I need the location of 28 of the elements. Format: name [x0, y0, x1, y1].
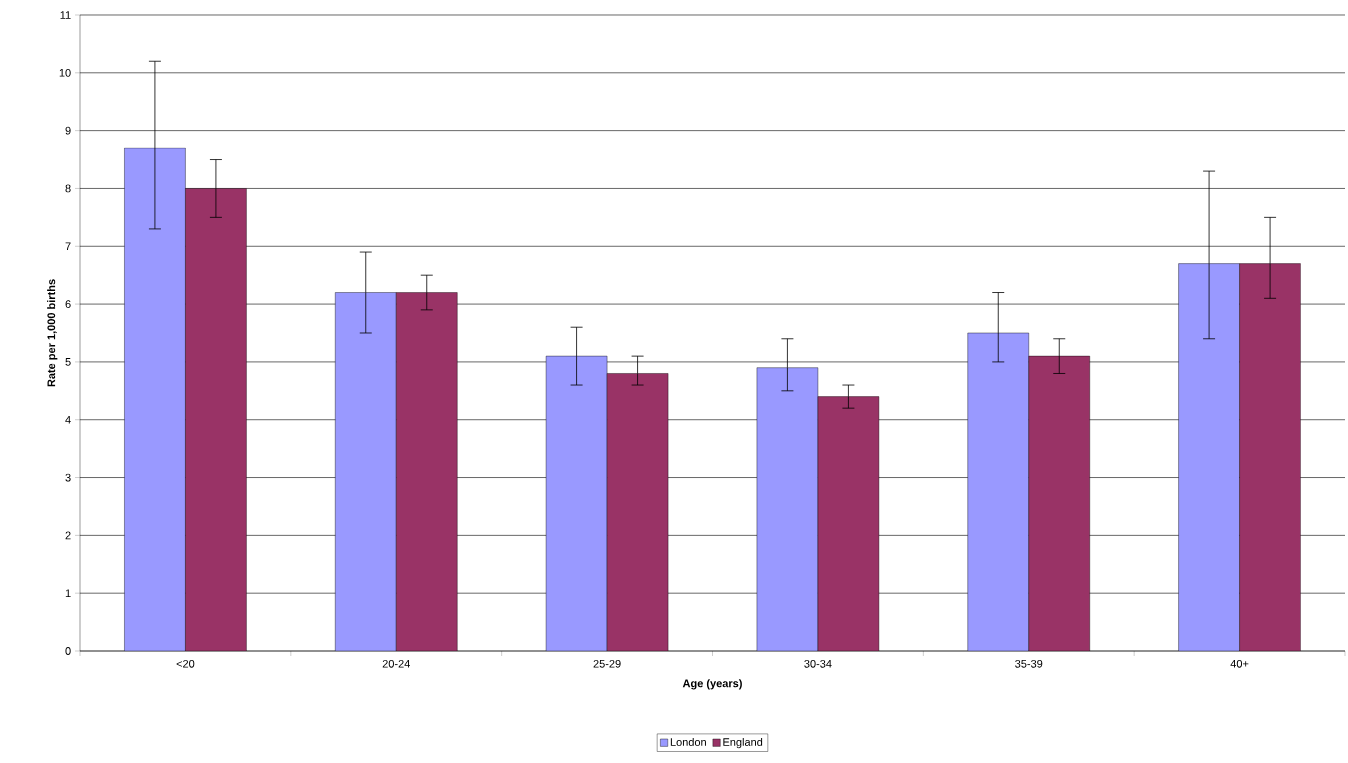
y-tick-label: 4: [65, 415, 71, 424]
y-tick-label: 9: [65, 126, 71, 135]
legend-label: London: [670, 737, 706, 746]
x-tick-label: <20: [176, 659, 195, 668]
bar: [124, 147, 186, 651]
y-tick-label: 6: [65, 300, 71, 308]
bar: [545, 355, 608, 651]
x-axis-title: Age (years): [682, 679, 742, 690]
y-tick-label: 0: [65, 647, 71, 655]
x-tick-label: 35-39: [1015, 659, 1043, 668]
bar: [967, 332, 1029, 651]
y-tick-label: 7: [65, 242, 71, 251]
bar: [756, 367, 819, 651]
y-tick-label: 3: [65, 473, 71, 482]
y-tick-label: 11: [60, 11, 71, 19]
x-tick-label: 25-29: [593, 659, 621, 668]
y-tick-label: 10: [59, 68, 71, 77]
x-tick-label: 30-34: [804, 659, 832, 668]
y-tick-label: 1: [65, 589, 71, 597]
legend-label: England: [723, 737, 763, 749]
y-tick-label: 8: [65, 184, 71, 193]
x-tick-label: 20-24: [382, 659, 410, 668]
x-tick-label: 40+: [1230, 659, 1249, 668]
bar: [1178, 263, 1240, 651]
y-tick-label: 2: [65, 531, 71, 540]
y-axis-title: Rate per 1,000 births: [47, 279, 58, 387]
y-tick-label: 5: [65, 358, 71, 366]
bar: [335, 292, 397, 651]
